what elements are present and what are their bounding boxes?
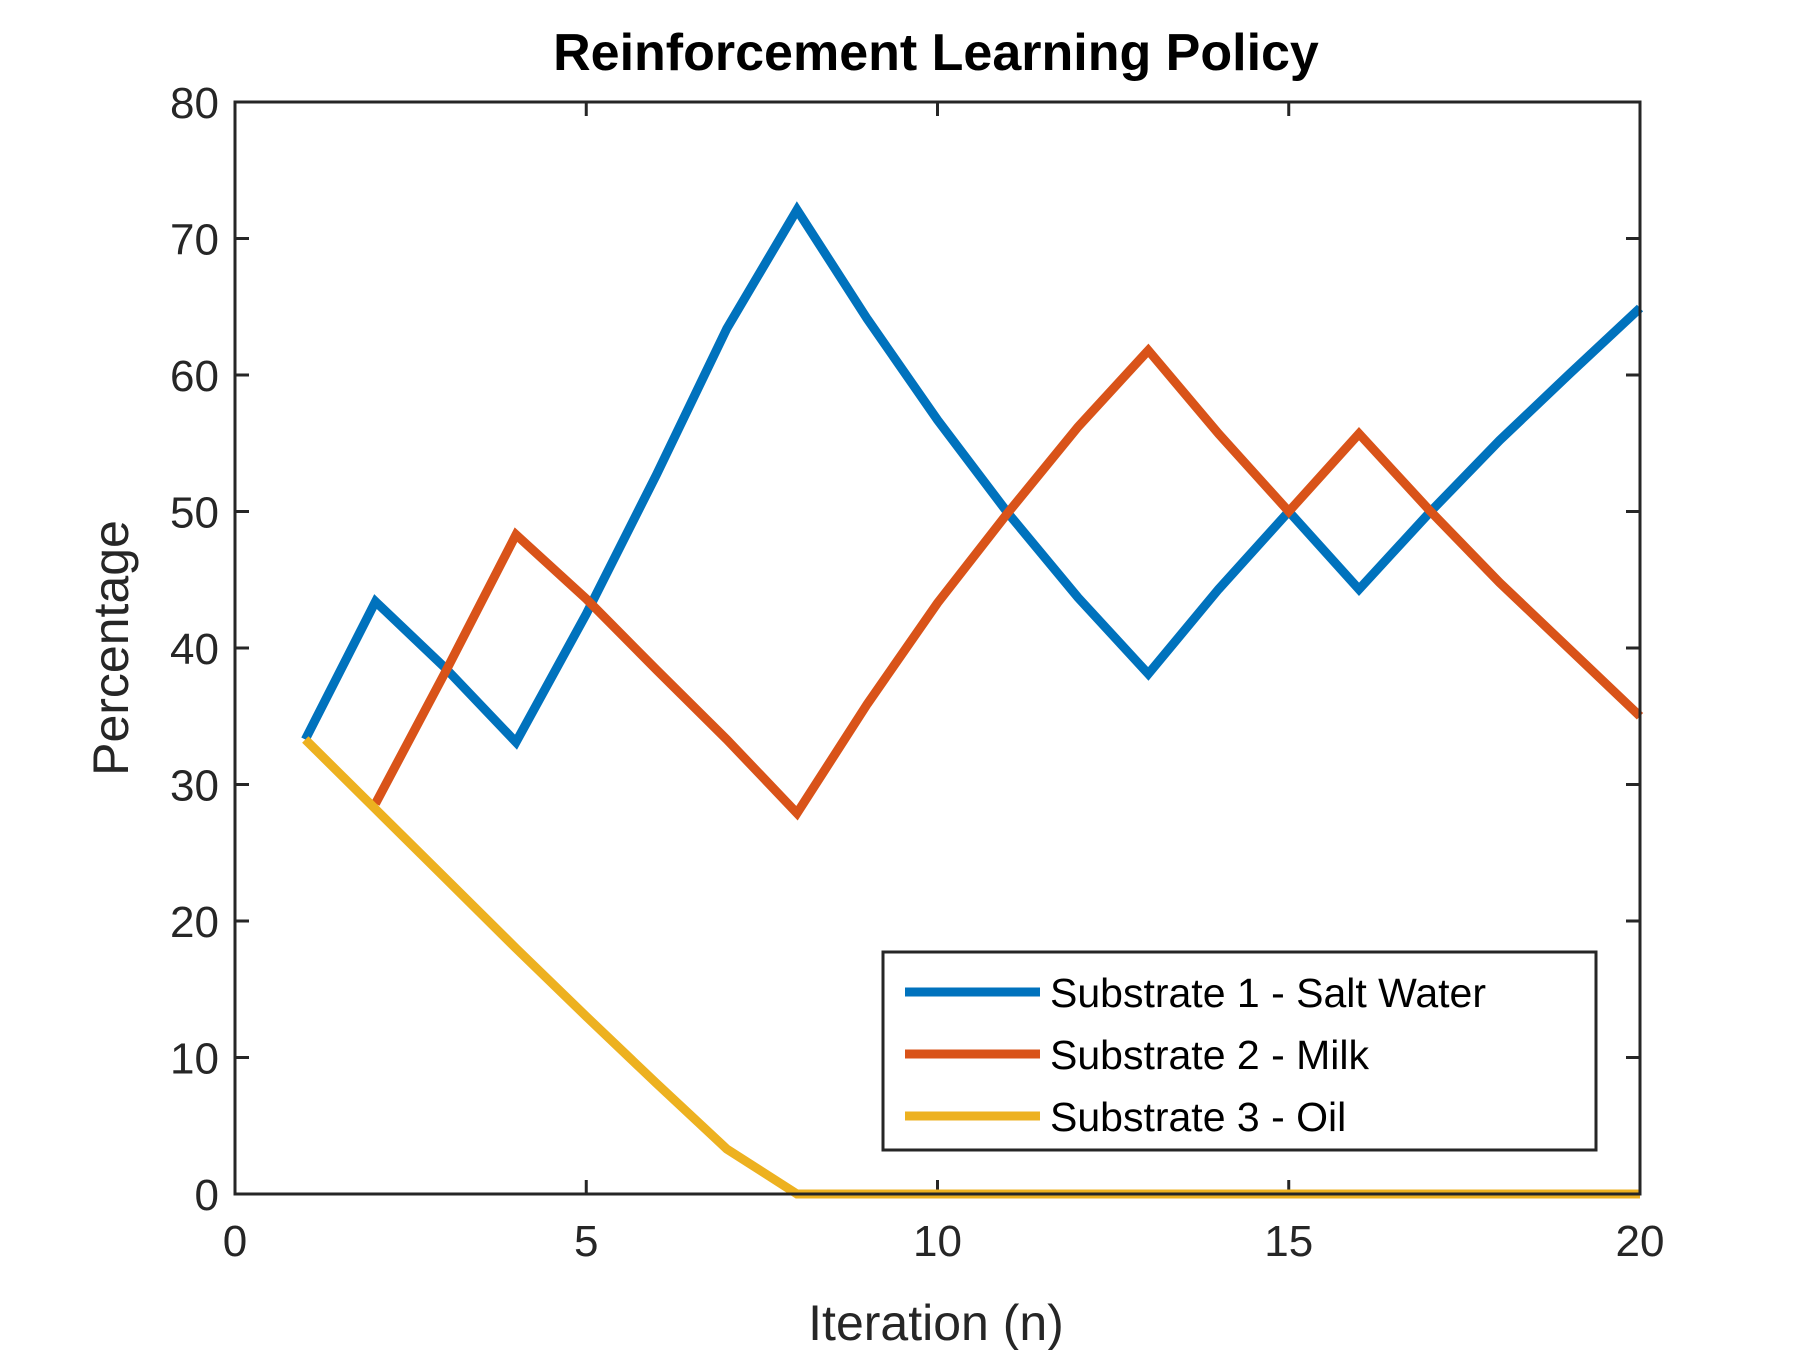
- y-tick-label: 60: [170, 352, 219, 401]
- plot-frame: [233, 100, 1642, 1196]
- y-tick-label: 30: [170, 762, 219, 811]
- y-tick-label: 50: [170, 489, 219, 538]
- x-tick-label: 10: [913, 1217, 962, 1266]
- x-tick-label: 15: [1264, 1217, 1313, 1266]
- y-tick-label: 80: [170, 79, 219, 128]
- x-tick-label: 5: [574, 1217, 598, 1266]
- legend-label-2: Substrate 2 - Milk: [1050, 1032, 1369, 1078]
- legend: Substrate 1 - Salt Water Substrate 2 - Mi…: [881, 950, 1598, 1152]
- y-tick-label: 0: [195, 1171, 219, 1220]
- y-tick-label: 70: [170, 216, 219, 265]
- tick-labels: 0 5 10 15 20 0 10 20 30 40 50 60 70 80: [170, 79, 1664, 1266]
- chart-title: Reinforcement Learning Policy: [553, 24, 1319, 82]
- series-line-1: [301, 201, 1644, 750]
- x-axis-label: Iteration (n): [808, 1295, 1064, 1350]
- legend-label-3: Substrate 3 - Oil: [1050, 1094, 1346, 1140]
- y-tick-label: 10: [170, 1035, 219, 1084]
- y-tick-label: 20: [170, 898, 219, 947]
- series-line-2: [371, 343, 1644, 821]
- x-tick-label: 20: [1616, 1217, 1665, 1266]
- y-tick-label: 40: [170, 625, 219, 674]
- y-axis-label: Percentage: [83, 520, 139, 776]
- legend-label-1: Substrate 1 - Salt Water: [1050, 970, 1486, 1016]
- x-tick-label: 0: [223, 1217, 247, 1266]
